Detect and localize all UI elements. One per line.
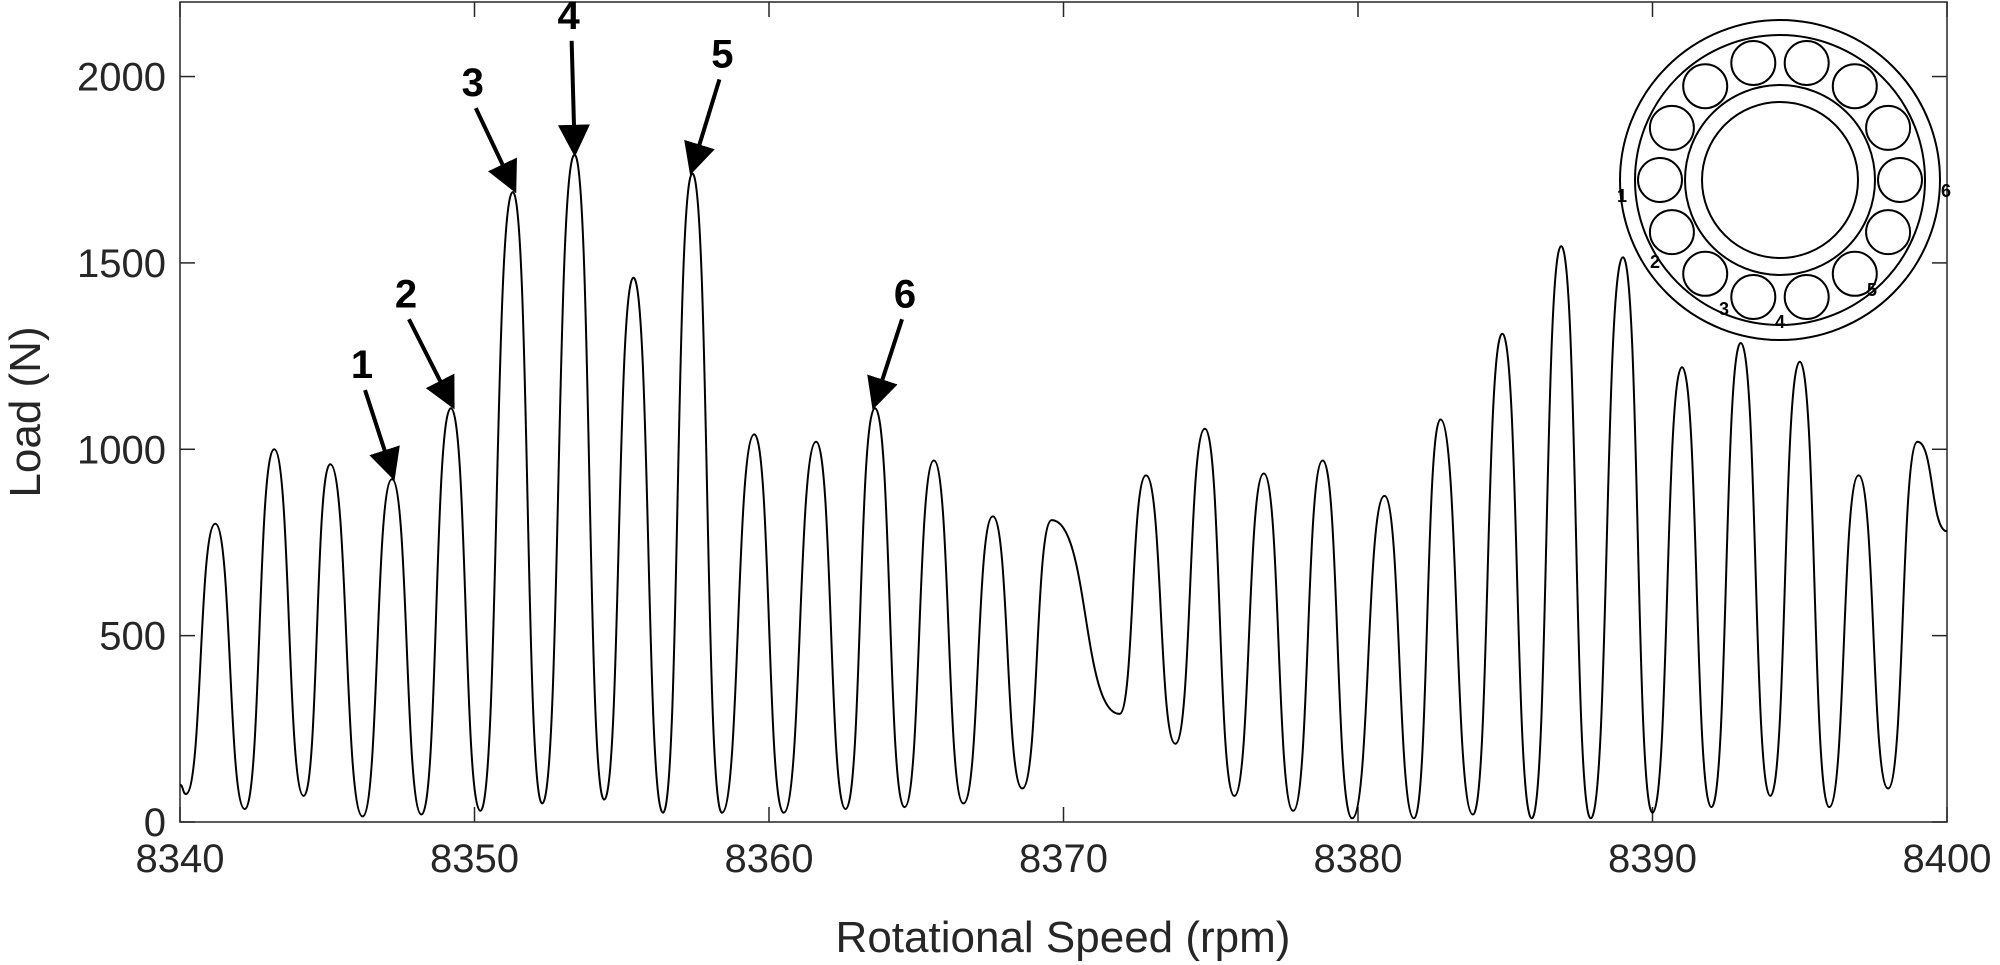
x-tick-label: 8370 bbox=[1019, 837, 1108, 881]
bearing-roller bbox=[1648, 104, 1695, 151]
x-tick-label: 8380 bbox=[1314, 837, 1403, 881]
y-axis-ticks: 0 500 1000 1500 2000 bbox=[77, 56, 1947, 845]
load-series-line bbox=[179, 153, 1948, 820]
peak-annotations: 12 3 4 5 6 bbox=[351, 0, 916, 481]
inset-roller-label-3: 3 bbox=[1719, 299, 1729, 319]
bearing-roller bbox=[1877, 157, 1923, 203]
y-axis-title: Load (N) bbox=[1, 326, 50, 497]
bearing-roller bbox=[1682, 250, 1729, 297]
bearing-outer-ring bbox=[1619, 19, 1941, 341]
x-tick-label: 8340 bbox=[136, 837, 225, 881]
bearing-bore bbox=[1701, 101, 1859, 259]
bearing-roller bbox=[1730, 40, 1777, 86]
annotation-arrow bbox=[473, 107, 517, 194]
annotation-label-6: 6 bbox=[894, 272, 916, 316]
annotation-arrow bbox=[363, 389, 400, 481]
bearing-roller bbox=[1648, 209, 1695, 256]
inset-roller-label-2: 2 bbox=[1650, 252, 1660, 272]
bearing-roller bbox=[1865, 104, 1912, 151]
bearing-roller bbox=[1831, 250, 1878, 297]
annotation-label-4: 4 bbox=[558, 0, 581, 38]
x-tick-label: 8350 bbox=[430, 837, 519, 881]
annotation-arrow bbox=[407, 318, 455, 410]
y-tick-label: 2000 bbox=[77, 56, 166, 100]
annotation-arrow bbox=[684, 78, 722, 176]
bearing-rollers bbox=[1637, 40, 1923, 320]
bearing-roller bbox=[1637, 157, 1683, 203]
x-axis-title: Rotational Speed (rpm) bbox=[836, 913, 1291, 962]
plot-area: 8340 8350 8360 8370 8380 8390 8400 05001000150… bbox=[77, 0, 1991, 881]
x-tick-label: 8400 bbox=[1903, 837, 1992, 881]
bearing-roller bbox=[1730, 274, 1777, 320]
x-tick-label: 8390 bbox=[1608, 837, 1697, 881]
bearing-roller bbox=[1865, 209, 1912, 256]
annotation-arrow bbox=[867, 318, 904, 410]
bearing-inset-diagram: 1 2 3 4 5 6 bbox=[1617, 19, 1951, 341]
y-tick-label: 1000 bbox=[77, 428, 166, 472]
x-tick-label: 8360 bbox=[725, 837, 814, 881]
annotation-label-2: 2 bbox=[395, 272, 417, 316]
y-tick-label: 1500 bbox=[77, 242, 166, 286]
bearing-outer-race bbox=[1634, 34, 1926, 326]
annotation-label-3: 3 bbox=[462, 61, 484, 105]
inset-roller-label-6: 6 bbox=[1941, 181, 1951, 201]
bearing-roller bbox=[1682, 63, 1729, 110]
bearing-roller bbox=[1831, 63, 1878, 110]
annotation-label-1: 1 bbox=[351, 343, 373, 387]
annotation-label-5: 5 bbox=[711, 32, 733, 76]
y-tick-label: 0 bbox=[144, 801, 166, 845]
bearing-inner-race bbox=[1684, 84, 1876, 276]
x-axis-ticks: 8340 8350 8360 8370 8380 8390 8400 bbox=[136, 2, 1992, 881]
bearing-roller bbox=[1783, 274, 1830, 320]
inset-roller-label-1: 1 bbox=[1617, 186, 1627, 206]
annotation-arrow bbox=[557, 40, 590, 157]
bearing-roller-labels: 1 2 3 4 5 6 bbox=[1617, 181, 1951, 332]
y-tick-label: 500 bbox=[99, 615, 166, 659]
inset-roller-label-5: 5 bbox=[1867, 280, 1877, 300]
bearing-roller bbox=[1783, 40, 1830, 86]
inset-roller-label-4: 4 bbox=[1775, 312, 1785, 332]
